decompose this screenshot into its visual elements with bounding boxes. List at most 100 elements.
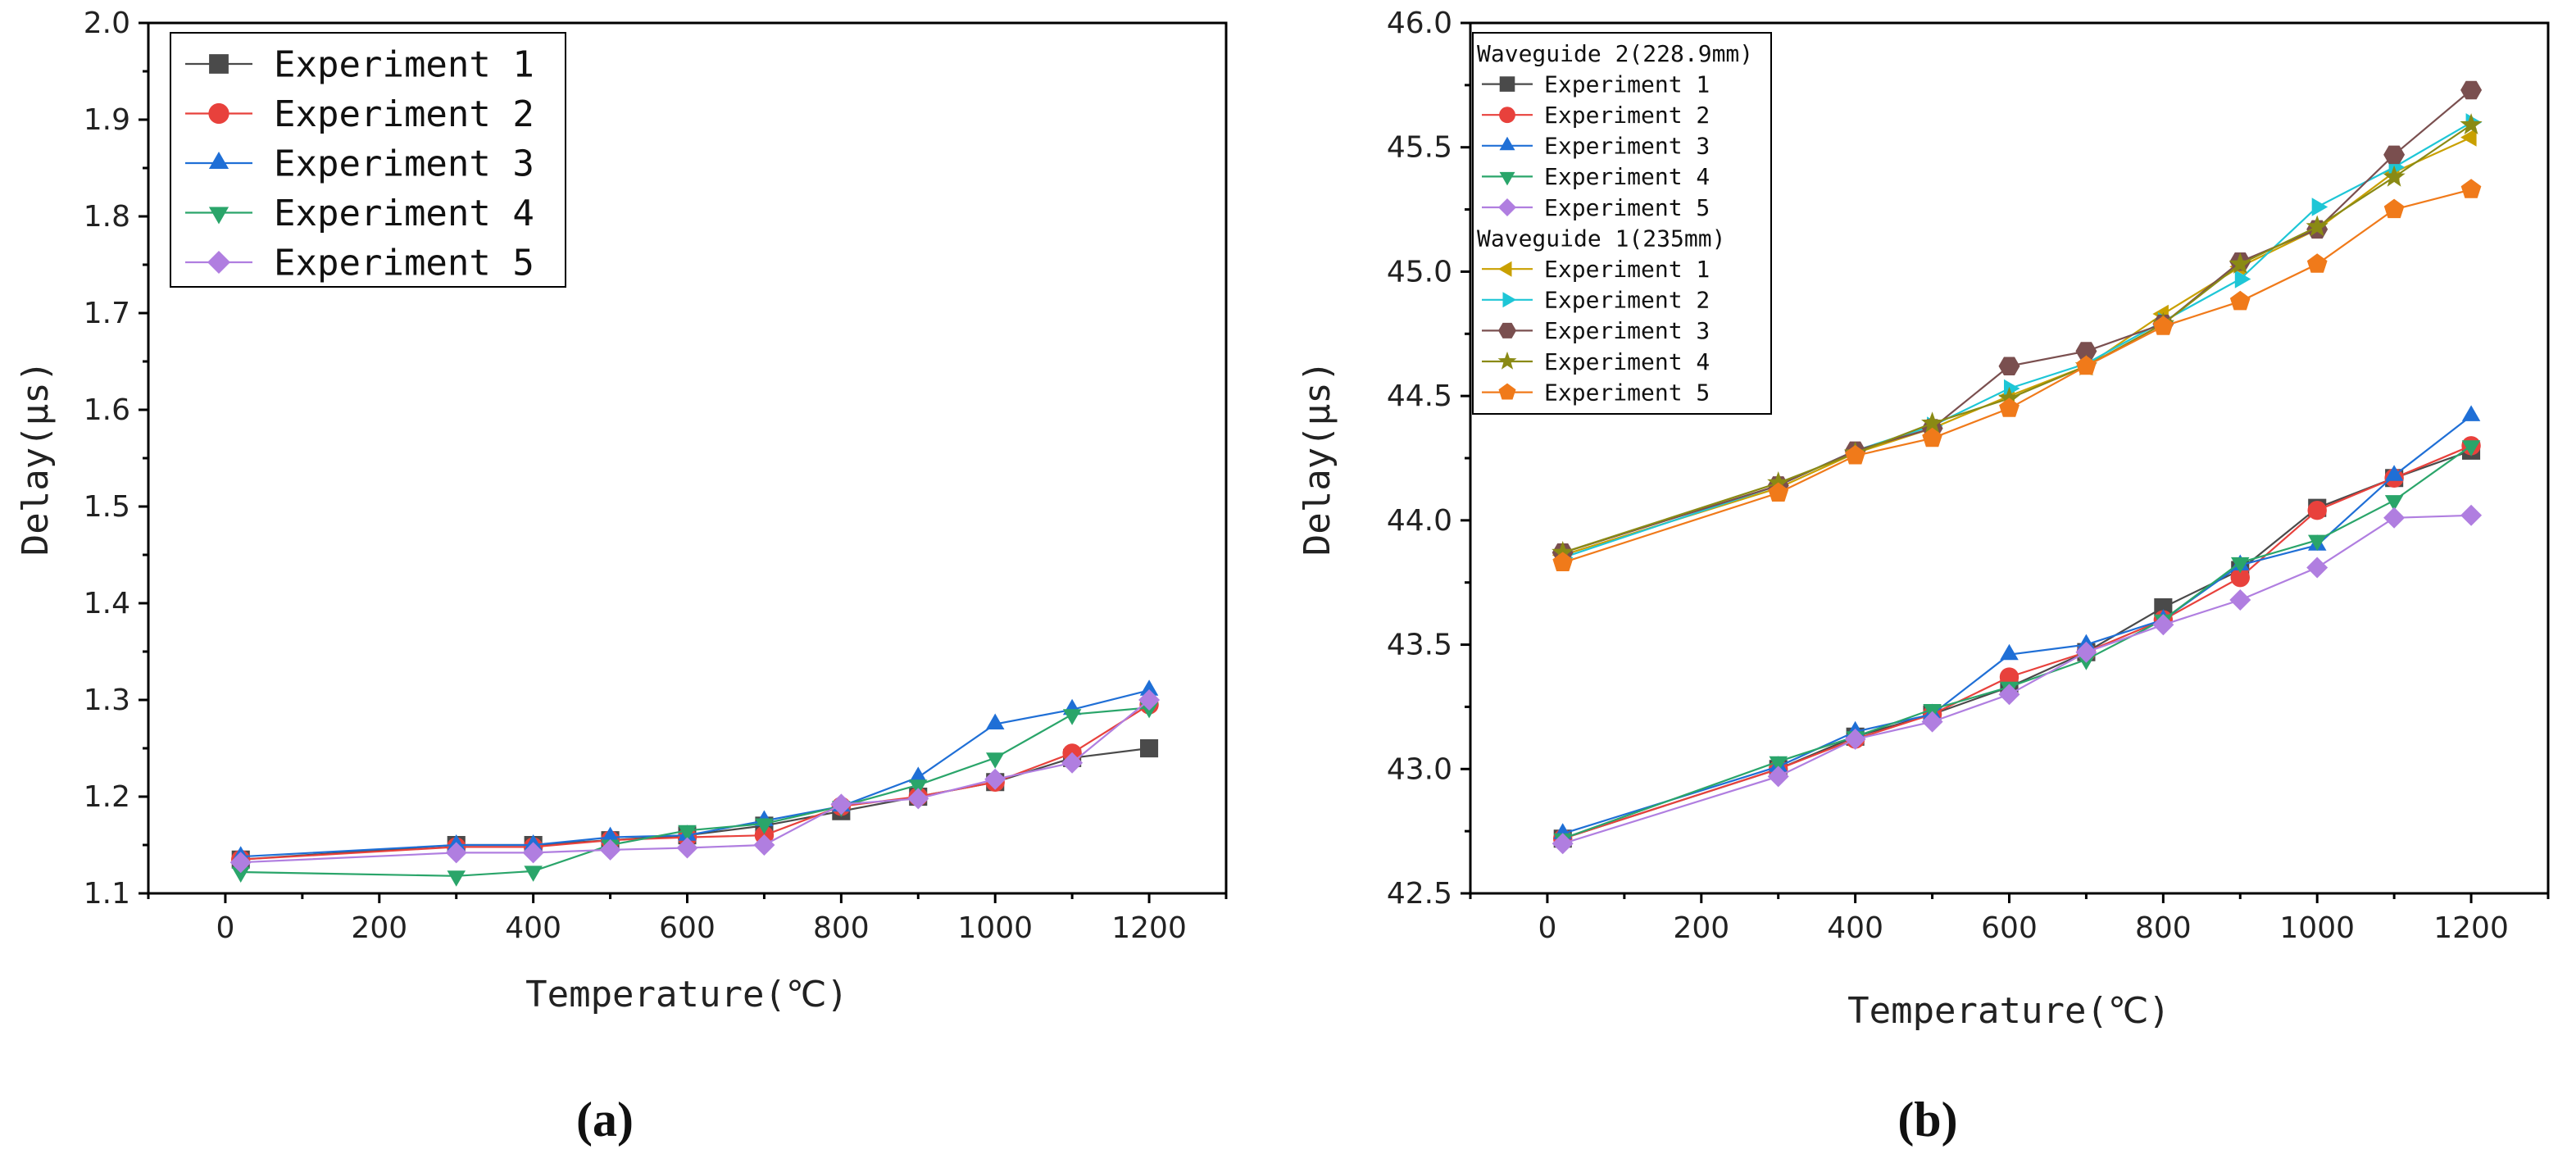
data-point	[229, 852, 252, 874]
legend-marker	[1499, 136, 1515, 151]
data-point	[2228, 252, 2251, 274]
data-point	[1921, 711, 1943, 733]
legend-item: Experiment 2	[1482, 102, 1710, 129]
x-tick-label: 200	[351, 911, 407, 945]
data-point	[2306, 215, 2328, 237]
data-point	[2460, 504, 2483, 526]
legend-item: Experiment 5	[1482, 194, 1710, 221]
legend-label: Experiment 2	[1544, 102, 1710, 129]
x-tick-label: 400	[1827, 911, 1883, 945]
legend-label: Experiment 2	[1544, 287, 1710, 314]
data-point	[2460, 128, 2477, 147]
series-5	[1552, 504, 2483, 855]
x-tick-label: 200	[1673, 911, 1729, 945]
y-tick-label: 1.4	[84, 587, 130, 620]
panel-label-b: (b)	[1897, 1093, 1957, 1147]
y-axis-title-b: Delay(μs)	[1297, 361, 1338, 556]
legend-label: Experiment 3	[1544, 133, 1710, 160]
data-point	[2229, 290, 2251, 311]
y-tick-label: 42.5	[1387, 877, 1452, 911]
data-point	[1139, 679, 1159, 696]
data-point	[2461, 440, 2481, 457]
x-axis-title-b: Temperature(℃)	[1847, 990, 2170, 1032]
y-axis-title-a: Delay(μs)	[15, 361, 57, 556]
data-point	[986, 752, 1005, 769]
legend-item: Experiment 5	[1482, 379, 1710, 406]
legend-label: Experiment 1	[1544, 70, 1710, 98]
legend-item: Experiment 4	[1482, 163, 1710, 190]
legend-item: Experiment 4	[1482, 348, 1710, 375]
data-point	[1552, 552, 1574, 571]
series-3	[231, 679, 1159, 862]
y-tick-label: 1.3	[84, 684, 130, 717]
data-point	[755, 818, 774, 834]
data-point	[231, 866, 250, 883]
y-tick-label: 45.5	[1387, 131, 1452, 165]
legend-label: Experiment 5	[1544, 194, 1710, 221]
legend-marker	[1498, 322, 1516, 338]
x-tick-label: 400	[505, 911, 561, 945]
legend-marker	[1502, 292, 1516, 308]
y-tick-label: 43.5	[1387, 629, 1452, 662]
data-point	[2383, 165, 2406, 187]
legend-item: Experiment 2	[185, 93, 534, 135]
data-point	[907, 788, 929, 810]
data-point	[2153, 316, 2174, 335]
legend-label: Experiment 1	[1544, 256, 1710, 283]
data-point	[1922, 427, 1942, 447]
data-point	[1998, 357, 2020, 375]
legend-marker	[1498, 383, 1516, 400]
data-point	[2152, 614, 2174, 636]
legend-label: Experiment 4	[1544, 163, 1710, 190]
data-point	[909, 779, 928, 796]
legend-marker	[1498, 198, 1516, 216]
series-5	[229, 689, 1161, 874]
data-point	[2384, 495, 2404, 511]
legend-marker	[1499, 76, 1515, 92]
legend-item: Experiment 1	[1482, 70, 1710, 98]
x-tick-label: 800	[2135, 911, 2192, 945]
data-point	[1552, 541, 1574, 562]
chart-panel-b: 0 200 400 600 800 1000 1200 42.5 43.0 43.5 44.0 44.…	[1297, 7, 2550, 1147]
series-10	[1552, 179, 2482, 571]
x-tick-label: 1000	[957, 911, 1033, 945]
x-tick-label: 800	[813, 911, 870, 945]
legend-item: Experiment 3	[1482, 133, 1710, 160]
data-point	[2075, 641, 2097, 663]
data-point	[1999, 398, 2019, 417]
data-point	[753, 834, 775, 856]
series-1	[1553, 441, 2481, 848]
data-point	[2383, 198, 2405, 219]
series-line	[1562, 444, 2472, 840]
legend-marker	[208, 152, 229, 169]
data-point	[2306, 253, 2328, 273]
legend-b: Waveguide 2(228.9mm) Experiment 1 Experime…	[1472, 32, 1772, 415]
legend-label: Experiment 2	[274, 93, 534, 135]
x-tick-label: 0	[216, 911, 234, 945]
data-point	[2000, 643, 2019, 661]
data-point	[2460, 179, 2482, 198]
data-point	[2383, 507, 2406, 529]
data-point	[2306, 557, 2328, 579]
x-tick-label: 600	[659, 911, 716, 945]
data-point	[2075, 342, 2097, 361]
series-3	[1553, 405, 2481, 839]
series-4	[231, 702, 1159, 887]
legend-label: Experiment 5	[274, 242, 534, 284]
data-point	[2230, 567, 2250, 588]
legend-marker	[1497, 351, 1517, 370]
legend-group-title: Waveguide 2(228.9mm)	[1477, 40, 1753, 67]
data-point	[447, 870, 466, 887]
data-point	[678, 825, 697, 842]
y-tick-label: 46.0	[1387, 7, 1452, 40]
legend-item: Experiment 3	[1482, 317, 1710, 344]
data-point	[1552, 833, 1574, 855]
data-point	[1997, 386, 2021, 408]
legend-marker	[1499, 171, 1515, 186]
data-point	[1061, 752, 1084, 774]
data-point	[1845, 445, 1865, 465]
data-point	[524, 865, 543, 882]
y-tick-label: 1.2	[84, 780, 130, 814]
legend-label: Experiment 1	[274, 43, 534, 85]
